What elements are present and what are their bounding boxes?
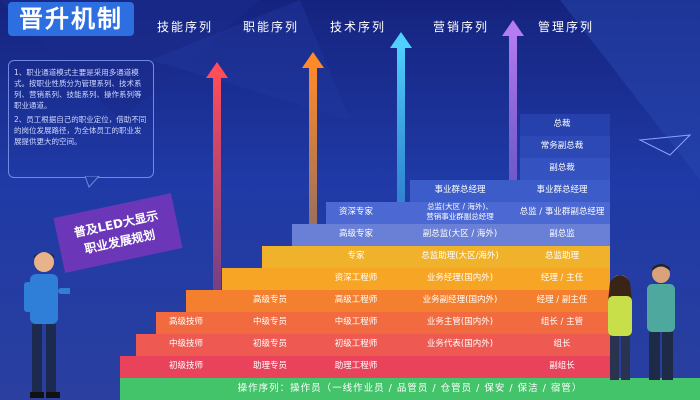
step-cell-tech: 高级专家 [338, 229, 374, 239]
career-step [156, 312, 610, 334]
step-cell-sales: 总监助理(大区/海外) [421, 251, 499, 261]
step-cell-mgmt: 常务副总裁 [540, 141, 584, 151]
column-header-function: 职能序列 [243, 20, 300, 34]
step-cell-mgmt: 组长 [553, 339, 571, 349]
description-note-1: 1、职业通道模式主要是采用多通道模式。按职业性质分为管理系列、技术系列、营销系列… [14, 68, 142, 110]
career-step [186, 290, 610, 312]
step-cell-sales: 业务经理(国内外) [426, 273, 494, 283]
step-cell-sales: 业务副经理(国内外) [422, 295, 498, 305]
step-cell-mgmt: 总监助理 [544, 251, 580, 261]
career-step [326, 202, 610, 224]
column-header-sales: 营销序列 [433, 20, 490, 34]
career-step [120, 356, 610, 378]
step-cell-mgmt: 总监 / 事业群副总经理 [519, 207, 605, 217]
career-step [222, 268, 610, 290]
column-header-technical: 技术序列 [330, 20, 387, 34]
step-cell-mgmt: 事业群总经理 [536, 185, 588, 195]
step-cell-skill: 初级技师 [168, 361, 204, 371]
column-header-management: 管理序列 [538, 20, 595, 34]
step-cell-tech: 助理工程师 [334, 361, 378, 371]
skill-arrow-icon [206, 62, 228, 362]
technical-arrow-icon [390, 32, 412, 352]
career-step [520, 158, 610, 180]
step-cell-func: 初级专员 [252, 339, 288, 349]
step-cell-tech: 资深工程师 [334, 273, 378, 283]
step-cell-sales: 副总监(大区 / 海外) [422, 229, 498, 239]
step-cell-mgmt: 组长 / 主管 [540, 317, 584, 327]
step-cell-tech: 专家 [347, 251, 365, 261]
step-cell-tech: 高级工程师 [334, 295, 378, 305]
presenter-person-icon [24, 252, 70, 398]
step-cell-mgmt: 经理 / 副主任 [536, 295, 588, 305]
step-cell-sales: 事业群总经理 [434, 185, 486, 195]
career-step [136, 334, 610, 356]
step-cell-mgmt: 经理 / 主任 [540, 273, 584, 283]
description-box: 1、职业通道模式主要是采用多通道模式。按职业性质分为管理系列、技术系列、营销系列… [8, 60, 154, 178]
step-cell-skill: 中级技师 [168, 339, 204, 349]
step-cell-mgmt: 副组长 [549, 361, 575, 371]
step-cell-sales: 业务代表(国内外) [426, 339, 494, 349]
step-cell-func: 高级专员 [252, 295, 288, 305]
step-cell-tech: 资深专家 [338, 207, 374, 217]
step-cell-sales: 业务主管(国内外) [426, 317, 494, 327]
operation-sequence-bar: 操作序列：操作员（一线作业员 / 品管员 / 仓管员 / 保安 / 保洁 / 宿… [120, 378, 700, 400]
step-cell-sales: 总监(大区 / 海外)、 营销事业群副总经理 [426, 202, 494, 221]
career-step [410, 180, 610, 202]
step-cell-tech: 初级工程师 [334, 339, 378, 349]
step-cell-tech: 中级工程师 [334, 317, 378, 327]
function-arrow-icon [302, 52, 324, 352]
career-step [262, 246, 610, 268]
column-header-skill: 技能序列 [157, 20, 214, 34]
step-cell-skill: 高级技师 [168, 317, 204, 327]
woman-person-icon [608, 275, 632, 380]
step-cell-func: 中级专员 [252, 317, 288, 327]
step-cell-func: 助理专员 [252, 361, 288, 371]
career-step [520, 114, 610, 136]
step-cell-mgmt: 总裁 [553, 119, 571, 129]
career-step [292, 224, 610, 246]
page-title: 晋升机制 [8, 2, 134, 36]
man-person-icon [647, 264, 675, 380]
callout-tail [85, 176, 100, 188]
step-cell-mgmt: 副总裁 [549, 163, 575, 173]
description-note-2: 2、员工根据自己的职业定位，借助不同的岗位发展路径，为全体员工的职业发展提供更大… [14, 115, 147, 146]
step-cell-mgmt: 副总监 [549, 229, 575, 239]
career-step [520, 136, 610, 158]
